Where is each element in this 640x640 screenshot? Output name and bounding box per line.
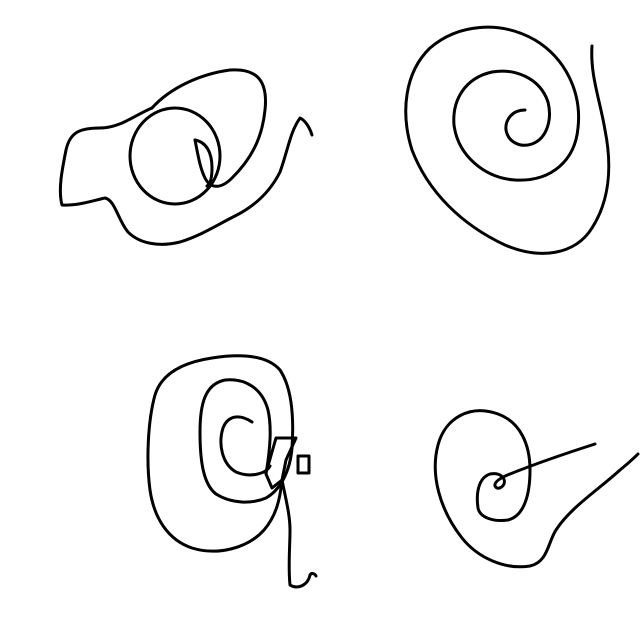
blob-body-stroke [58, 106, 314, 246]
overlapping-circle-stroke [128, 106, 222, 206]
spiral-stroke [433, 409, 640, 569]
spiral-bottom-left [146, 354, 318, 589]
spiral-bottom-right [433, 409, 640, 569]
spiral-stroke [146, 354, 295, 553]
small-rectangle-stroke [296, 454, 311, 475]
scribble-top-left [58, 68, 314, 246]
inner-hook-stroke [193, 138, 214, 188]
tail-stroke [280, 478, 318, 589]
notch-stroke [264, 436, 298, 490]
blob-outline-stroke [150, 68, 268, 188]
spiral-stroke [404, 25, 611, 255]
spiral-top-right [404, 25, 611, 255]
